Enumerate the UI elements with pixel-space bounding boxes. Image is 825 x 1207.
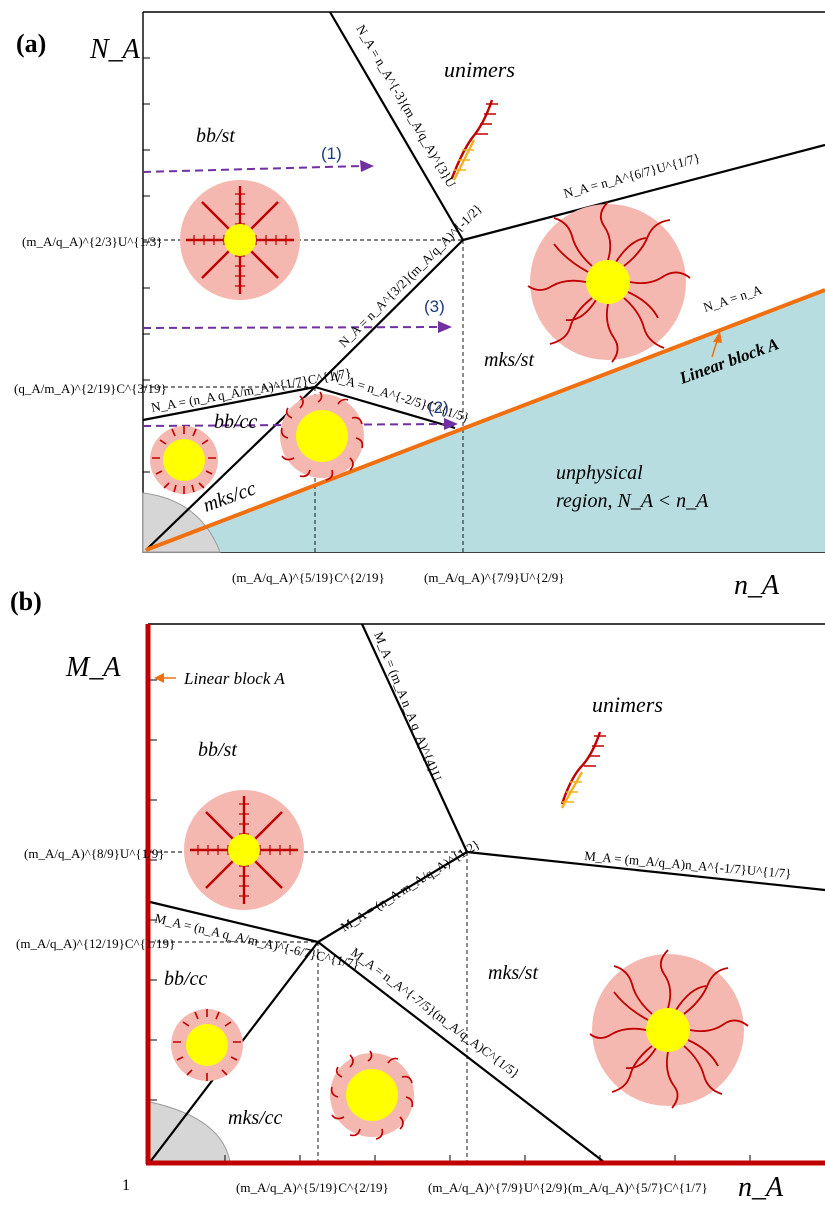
arrow-label-1: (1) [321,144,342,163]
grey-corner-region-a [142,492,221,553]
panel-a-y-ticks [143,57,150,519]
y-tick-b-1: (m_A/q_A)^{8/9}U^{1/9} [24,846,164,861]
boundary-unimer-bbst-b: M_A = (m_A n_A q_A)^{4}U [371,630,445,784]
unimer-icon-b [560,731,606,809]
region-bbcc-b: bb/cc [164,968,207,990]
y-tick-b-2: (m_A/q_A)^{12/19}C^{1/19} [16,936,175,951]
x-tick-a-2: (m_A/q_A)^{7/9}U^{2/9} [424,570,564,585]
origin-label-b: 1 [122,1177,130,1194]
region-bbst-b: bb/st [198,739,237,761]
micelle-mksst-b [589,949,749,1109]
region-mksst-a: mks/st [484,349,534,371]
region-bbst-a: bb/st [196,125,235,147]
arrow-label-2: (2) [428,398,449,417]
boundary-bbst-bbcc-b: M_A = (n_A q_A/m_A)^{-6/7}C^{1/7} [153,910,361,972]
x-tick-a-1: (m_A/q_A)^{5/19}C^{2/19} [232,570,385,585]
x-tick-b-2: (m_A/q_A)^{7/9}U^{2/9} [428,1180,568,1195]
boundary-linear-a: N_A = n_A [701,282,764,315]
panel-a: (1) (3) (2) Linear block A [14,11,825,601]
region-unimers-a: unimers [444,57,515,82]
x-axis-label-a: n_A [734,570,780,601]
region-unphysical-line2: region, N_A < n_A [556,490,709,512]
region-bbcc-a: bb/cc [214,411,257,433]
panel-b: Linear block A [10,587,825,1203]
micelle-bbst-b [184,790,304,910]
panel-b-boundaries [149,623,825,1163]
panel-a-arrows [142,160,458,430]
arrow-label-3: (3) [424,297,445,316]
micelle-bbst-a [180,180,300,300]
micelle-mkscc-b [330,1050,414,1140]
region-unphysical-line1: unphysical [556,462,643,484]
x-tick-b-1: (m_A/q_A)^{5/19}C^{2/19} [236,1180,389,1195]
unimer-icon-a [450,99,498,181]
x-tick-b-3: (m_A/q_A)^{5/7}C^{1/7} [568,1180,708,1195]
linear-block-line-a [145,288,825,552]
y-tick-a-2: (q_A/m_A)^{2/19}C^{3/19} [14,381,167,396]
micelle-mkscc-a [280,391,364,481]
boundary-bbst-mksst-b: M_A = (n_A m_A/q_A)^{1/2} [338,836,483,934]
region-unimers-b: unimers [592,692,663,717]
micelle-bbcc-b [171,1009,243,1081]
panel-label-b: (b) [10,587,42,616]
region-mkscc-b: mks/cc [228,1107,283,1129]
y-tick-a-1: (m_A/q_A)^{2/3}U^{1/3} [22,234,162,249]
linear-block-label-b: Linear block A [183,669,285,688]
panel-a-guides [143,239,464,552]
region-mksst-b: mks/st [488,962,538,984]
y-axis-label-a: N_A [89,34,141,65]
y-axis-label-b: M_A [65,652,121,683]
panel-label-a: (a) [16,29,46,58]
micelle-mksst-a [527,201,691,363]
boundary-unimer-mksst-a: N_A = n_A^{6/7}U^{1/7} [562,150,702,201]
micelle-bbcc-a [150,426,218,494]
x-axis-label-b: n_A [738,1172,784,1203]
